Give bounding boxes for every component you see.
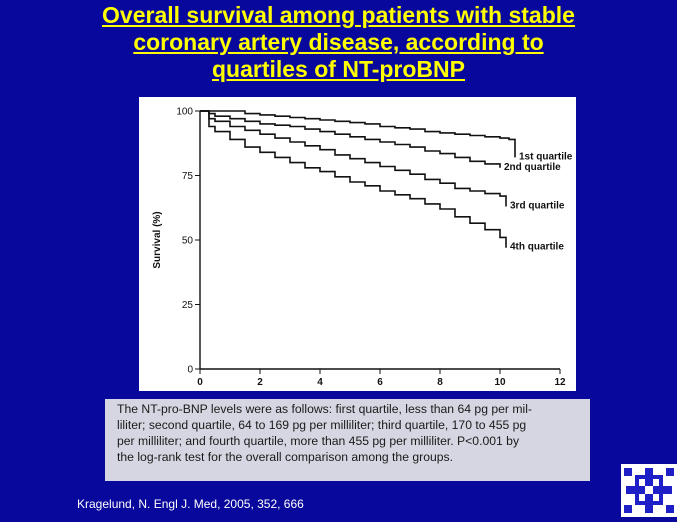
x-tick-label: 12: [554, 377, 566, 388]
series-label-4: 4th quartile: [510, 242, 564, 253]
caption-line: The NT-pro-BNP levels were as follows: f…: [117, 402, 532, 416]
caption-line: the log-rank test for the overall compar…: [117, 450, 454, 464]
chart-panel: 0 25 50 75 100 0 2 4 6 8 10 12 Survival (%) 1st quart…: [139, 97, 576, 391]
series-line-1: [200, 110, 516, 158]
institution-logo-icon: [621, 464, 677, 517]
y-tick-label: 50: [182, 236, 194, 247]
y-tick-label: 100: [176, 107, 193, 118]
series-line-4: [200, 110, 507, 248]
y-tick-label: 25: [182, 300, 194, 311]
x-tick-label: 0: [197, 377, 203, 388]
x-tick-label: 2: [257, 377, 263, 388]
title-line: coronary artery disease, according to: [133, 29, 544, 55]
title-line: quartiles of NT-proBNP: [211, 56, 465, 82]
y-tick-label: 0: [187, 365, 193, 376]
x-tick-label: 10: [494, 377, 506, 388]
slide-title: Overall survival among patients with sta…: [20, 2, 657, 83]
title-line: Overall survival among patients with sta…: [102, 2, 575, 28]
survival-chart: 0 25 50 75 100 0 2 4 6 8 10 12 Survival (%) 1st quart…: [152, 107, 573, 389]
series-line-3: [200, 110, 507, 207]
y-tick-label: 75: [182, 171, 194, 182]
series-label-1: 1st quartile: [519, 151, 573, 162]
caption-line: liliter; second quartile, 64 to 169 pg p…: [117, 418, 527, 432]
x-tick-label: 4: [317, 377, 323, 388]
x-tick-label: 8: [437, 377, 443, 388]
citation: Kragelund, N. Engl J. Med, 2005, 352, 66…: [77, 497, 304, 511]
x-tick-label: 6: [377, 377, 383, 388]
series-line-2: [200, 110, 501, 168]
series-label-3: 3rd quartile: [510, 200, 565, 211]
caption-line: per milliliter; and fourth quartile, mor…: [117, 434, 520, 448]
y-axis-label: Survival (%): [152, 211, 163, 268]
caption-box: The NT-pro-BNP levels were as follows: f…: [105, 399, 590, 481]
series-label-2: 2nd quartile: [504, 162, 561, 173]
